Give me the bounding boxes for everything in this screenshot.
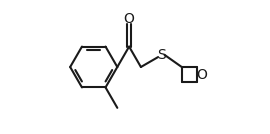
Text: O: O xyxy=(196,68,207,82)
Text: S: S xyxy=(157,48,166,62)
Text: O: O xyxy=(124,12,134,26)
